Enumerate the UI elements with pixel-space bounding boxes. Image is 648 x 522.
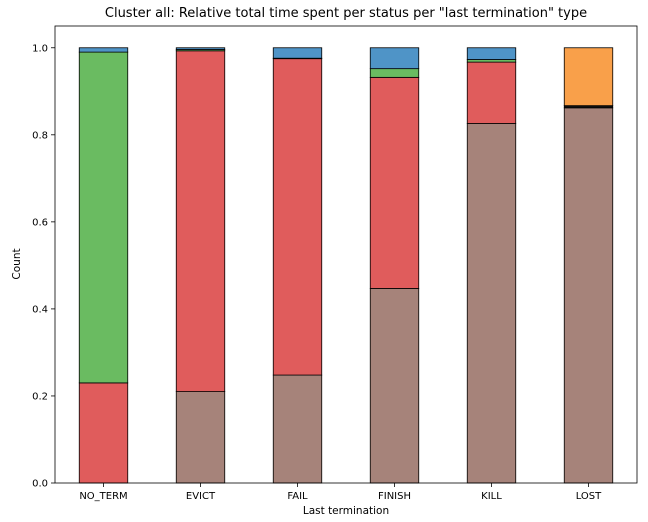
y-tick-label: 0.6 — [32, 217, 48, 228]
bar-segment-evict-0 — [175, 391, 226, 484]
y-tick-label: 0.2 — [32, 391, 48, 402]
x-tick-label: KILL — [481, 491, 502, 502]
bar-segment-no-term-1 — [78, 382, 129, 484]
chart-title: Cluster all: Relative total time spent p… — [105, 6, 587, 21]
bar-segment-evict-1 — [175, 50, 226, 393]
x-tick-label: EVICT — [186, 491, 216, 502]
y-tick-label: 0.8 — [32, 130, 48, 141]
bar-segment-lost-5 — [563, 47, 614, 107]
plot-area: NO_TERM EVICT FAIL FINISH KILL LOST 0.0 0.2 0.4 0… — [32, 25, 638, 502]
y-tick-label: 0.4 — [32, 304, 48, 315]
x-tick-label: FAIL — [287, 491, 308, 502]
bar-segment-finish-4 — [369, 47, 420, 70]
bar-segment-no-term-3 — [78, 51, 129, 384]
bar-segment-evict-4 — [175, 47, 226, 50]
x-axis-label: Last termination — [303, 505, 389, 517]
x-tick-label: NO_TERM — [79, 491, 127, 502]
y-axis-label: Count — [11, 248, 23, 279]
bar-segment-no-term-4 — [78, 47, 129, 53]
bar-segment-finish-1 — [369, 76, 420, 289]
bar-segment-finish-3 — [369, 68, 420, 78]
bar-segment-kill-1 — [466, 61, 517, 124]
bar-segment-fail-4 — [272, 47, 323, 59]
bar-segment-fail-0 — [272, 374, 323, 484]
bar-segment-finish-0 — [369, 288, 420, 484]
y-tick-label: 0.0 — [32, 479, 48, 490]
plot-frame — [54, 25, 638, 484]
x-tick-label: LOST — [576, 491, 602, 502]
x-tick-label: FINISH — [378, 491, 411, 502]
bar-segment-kill-4 — [466, 47, 517, 60]
bar-segment-fail-1 — [272, 58, 323, 376]
bar-segment-kill-0 — [466, 123, 517, 484]
bar-segment-lost-0 — [563, 107, 614, 484]
y-tick-label: 1.0 — [32, 43, 48, 54]
